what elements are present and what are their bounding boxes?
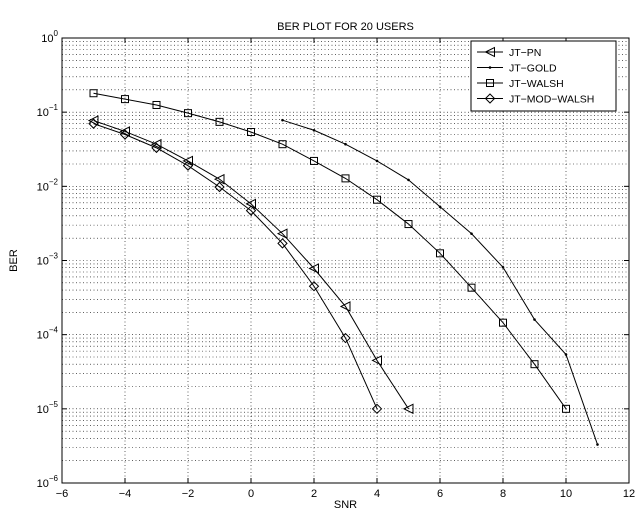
legend-box [470,40,617,112]
x-tick-label: 10 [560,488,572,500]
legend-item: JT−WALSH [477,78,564,90]
marker-square [215,117,224,126]
marker-triangle-left [276,228,288,239]
marker-diamond [182,160,194,171]
x-tick-label: 12 [623,488,635,500]
series-diamond [88,118,383,415]
x-tick-label: 8 [500,488,506,500]
marker-dot [281,118,284,122]
marker-triangle-left [484,46,495,58]
marker-triangle-left [402,403,414,415]
chart-title: BER PLOT FOR 20 USERS [277,21,414,33]
series-triangle-left [87,115,414,415]
y-tick-label: 10−3 [37,252,59,268]
marker-diamond [308,281,320,292]
x-tick-label: 0 [248,488,254,500]
x-tick-label: −2 [182,488,195,500]
marker-triangle-left [308,263,319,274]
x-tick-label: −4 [119,488,132,500]
marker-diamond [340,332,351,344]
marker-triangle-left [182,155,193,167]
x-tick-label: 4 [374,488,380,500]
marker-dot [501,265,505,269]
legend-label: JT−PN [509,47,541,59]
marker-dot [470,232,473,235]
series-line [93,123,378,410]
marker-square [121,95,129,104]
legend-item: JT−GOLD [477,63,557,75]
marker-square [499,318,507,327]
series-dot [281,118,599,446]
axis-ticks: −6 −4 −2 0 2 4 6 8 10 12 10−6 10−5 10−4 10−3 10−2 10−1 1… [37,29,636,500]
marker-square [247,128,255,137]
y-tick-label: 10−2 [37,177,59,193]
legend-item: JT−MOD−WALSH [477,93,594,106]
marker-dot [375,159,379,163]
marker-dot [344,142,347,146]
marker-square [152,100,161,109]
marker-square [278,140,287,149]
legend-label: JT−GOLD [509,63,557,75]
marker-square [310,156,318,165]
y-tick-label: 100 [41,29,58,45]
series-line [93,120,409,410]
marker-diamond [484,93,496,104]
marker-dot [596,443,599,446]
marker-dot [312,128,316,132]
y-tick-label: 10−6 [37,474,59,490]
legend-item: JT−PN [477,46,541,59]
marker-square [89,89,98,98]
legend-label: JT−WALSH [509,78,564,90]
x-tick-label: 2 [311,488,317,500]
marker-diamond [151,142,162,154]
marker-diamond [88,118,99,129]
marker-square [486,79,494,87]
marker-diamond [371,403,383,415]
y-axis-label: BER [8,249,20,272]
series [87,89,599,446]
grid [62,38,629,483]
marker-triangle-left [371,355,382,366]
x-axis-label: SNR [334,499,357,511]
marker-diamond [277,238,288,249]
y-tick-label: 10−4 [37,326,59,342]
marker-dot [438,205,442,209]
marker-dot [564,353,568,356]
legend-label: JT−MOD−WALSH [509,94,594,106]
marker-square [404,220,413,229]
marker-square [341,174,350,183]
marker-square [530,360,539,369]
marker-triangle-left [339,301,351,312]
marker-diamond [119,129,131,140]
x-tick-label: 6 [437,488,443,500]
marker-triangle-left [150,138,162,150]
marker-triangle-left [213,173,225,185]
y-tick-label: 10−5 [37,400,59,416]
marker-square [184,109,192,118]
marker-diamond [214,181,225,193]
legend: JT−PN JT−GOLD JT−WALSH JT−MOD−WALSH [470,40,617,112]
marker-square [373,195,381,204]
y-tick-label: 10−1 [37,103,59,119]
marker-triangle-left [119,126,130,137]
series-line [93,92,567,410]
marker-dot [533,318,536,321]
marker-dot [407,178,410,182]
marker-diamond [245,205,257,216]
marker-square [436,249,444,258]
x-tick-label: −6 [56,488,69,500]
series-square [89,89,570,413]
marker-triangle-left [87,115,99,126]
marker-dot [488,66,492,69]
marker-square [562,404,570,413]
marker-square [467,283,476,292]
